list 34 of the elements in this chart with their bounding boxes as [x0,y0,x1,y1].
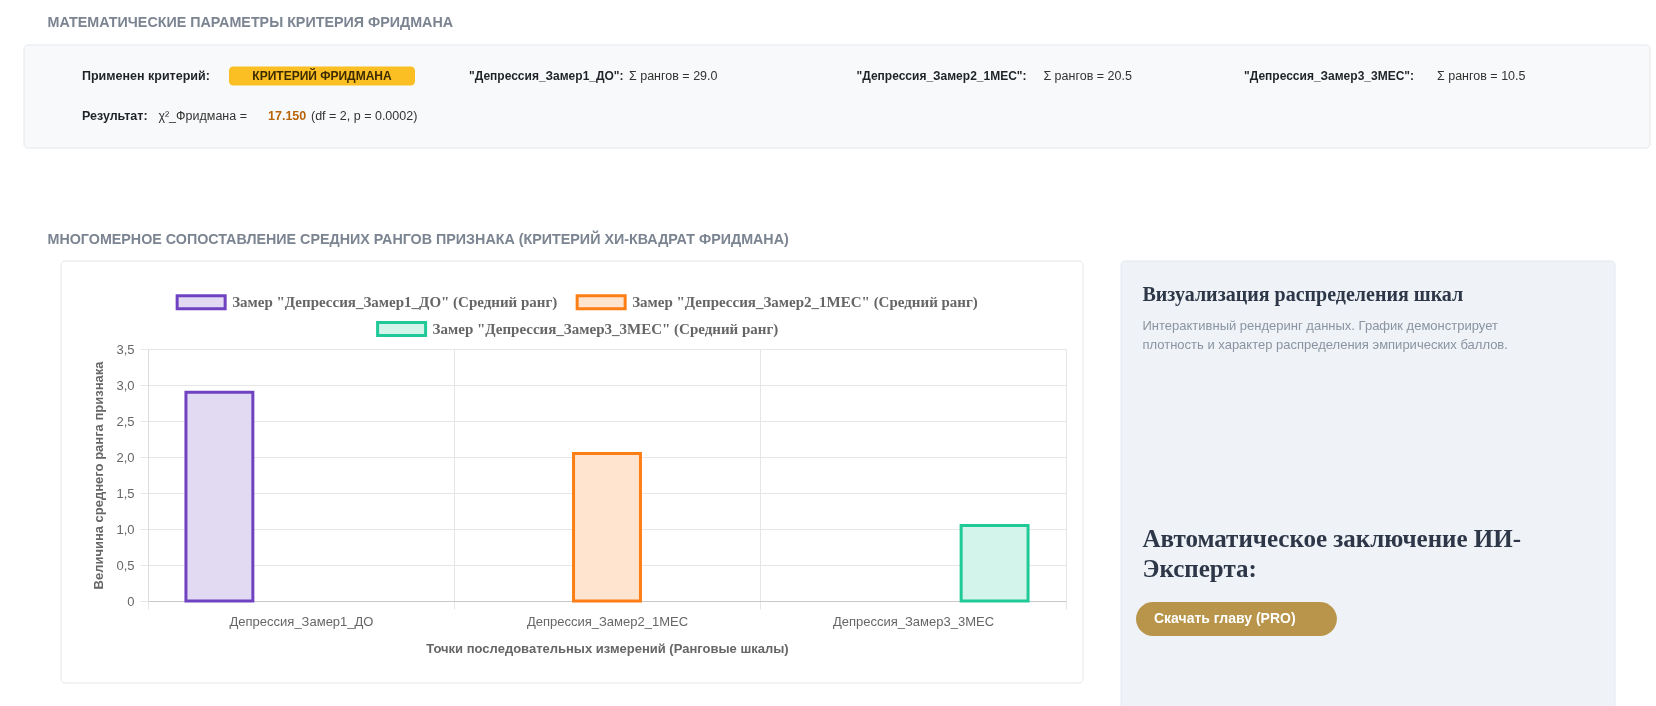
text: Применен критерий: [82,69,210,83]
chart-title: МНОГОМЕРНОЕ СОПОСТАВЛЕНИЕ СРЕДНИХ РАНГОВ ПРИЗНАКА (КРИТЕРИЙ ХИ-КВАДРАТ ФРИДМАНА) [47,230,790,247]
text: Скачать главу (PRO) [1154,610,1296,626]
text: КРИТЕРИЙ ФРИДМАНА [252,68,392,83]
y-tick-label: 0,5 [116,557,135,573]
y-tick-label: 2,5 [116,413,135,429]
text: "Депрессия_Замер1_ДО": [469,69,624,83]
y-tick-label: 1,5 [116,485,135,501]
text: Σ рангов = 10.5 [1437,69,1526,83]
legend-label: Замер "Депрессия_Замер3_3МЕС" (Средний ранг) [432,321,779,338]
x-tick-label: Депрессия_Замер3_3МЕС [832,613,995,629]
text: Интерактивный рендеринг данных. График демонстрирует плотность и характер распределения эмпирических баллов. [1142,318,1508,352]
text: Σ рангов = 29.0 [629,69,718,83]
text: Результат: [82,109,148,123]
y-tick-label: 0 [127,593,135,609]
text: Σ рангов = 20.5 [1043,69,1132,83]
text: χ²_Фридмана = [158,109,247,123]
x-tick-label: Депрессия_Замер2_1МЕС [526,613,689,629]
text: Автоматическое заключение ИИ-Эксперта: [1142,525,1522,582]
legend-label: Замер "Депрессия_Замер2_1МЕС" (Средний ранг) [632,294,978,312]
text: 17.150 [268,109,307,123]
text: Визуализация распределения шкал [1142,283,1464,306]
text: (df = 2, p = 0.0002) [311,109,418,123]
y-axis-title: Величина среднего ранга признака [91,360,107,590]
legend-label: Замер "Депрессия_Замер1_ДО" (Средний ранг) [232,294,558,312]
text: "Депрессия_Замер3_3МЕС": [1244,69,1414,83]
y-tick-label: 3,5 [116,341,135,357]
text: МАТЕМАТИЧЕСКИЕ ПАРАМЕТРЫ КРИТЕРИЯ ФРИДМАНА [47,14,454,30]
x-axis-title: Точки последовательных измерений (Ранговые шкалы) [426,640,789,656]
y-tick-label: 2,0 [116,449,135,465]
x-tick-label: Депрессия_Замер1_ДО [229,613,374,629]
text: "Депрессия_Замер2_1МЕС": [856,69,1027,83]
y-tick-label: 1,0 [116,521,135,537]
y-tick-label: 3,0 [116,377,135,393]
